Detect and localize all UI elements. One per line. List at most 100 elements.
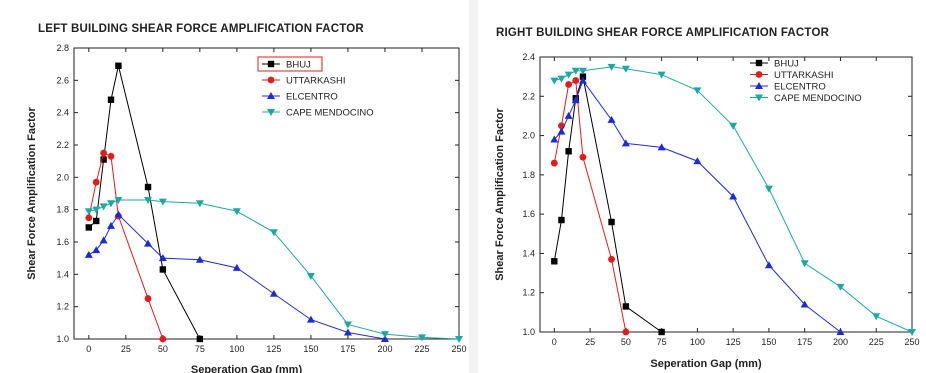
right-series-bhuj [551, 73, 665, 336]
left-y-tick-label: 2.8 [56, 43, 69, 53]
left-x-tick-label: 225 [414, 344, 429, 354]
right-data-point [729, 192, 738, 200]
left-legend-label: ELCENTRO [286, 92, 338, 103]
left-x-tick-label: 150 [303, 344, 318, 354]
left-data-point [100, 149, 108, 157]
left-series-uttarkashi [85, 149, 167, 343]
right-x-tick-label: 250 [904, 337, 919, 347]
left-data-point [84, 250, 93, 258]
right-x-axis-label: Seperation Gap (mm) [650, 358, 762, 370]
left-data-point [380, 331, 389, 339]
right-legend-marker [755, 59, 763, 67]
left-y-tick-label: 2.4 [56, 108, 69, 118]
left-data-point [269, 229, 278, 237]
right-x-tick-label: 50 [621, 337, 631, 347]
right-chart: RIGHT BUILDING SHEAR FORCE AMPLIFICATION… [494, 27, 920, 370]
left-data-point [107, 152, 115, 160]
right-y-tick-label: 2.0 [522, 131, 535, 141]
left-x-tick-label: 0 [86, 344, 91, 354]
right-legend-marker [755, 94, 763, 102]
left-y-tick-label: 2.2 [56, 140, 69, 150]
left-data-point [99, 203, 108, 211]
right-data-point [572, 77, 580, 84]
left-legend-label: UTTARKASHI [286, 76, 345, 87]
left-x-tick-label: 200 [377, 344, 392, 354]
right-data-point [571, 96, 580, 104]
right-x-tick-label: 225 [869, 337, 884, 347]
right-x-tick-label: 0 [552, 337, 557, 347]
right-data-point [621, 139, 630, 147]
right-data-point [578, 76, 587, 84]
right-data-point [764, 261, 773, 269]
right-y-axis-label: Shear Force Amplification Factor [494, 107, 506, 280]
right-chart-panel: RIGHT BUILDING SHEAR FORCE AMPLIFICATION… [478, 0, 926, 373]
left-data-point [107, 221, 116, 229]
right-data-point [607, 115, 616, 123]
right-data-point [550, 77, 559, 85]
panel-divider [469, 0, 478, 373]
right-y-tick-label: 1.8 [522, 170, 535, 180]
left-legend-marker [267, 92, 275, 99]
right-data-point [657, 71, 666, 79]
right-x-tick-label: 125 [726, 337, 741, 347]
right-series-line [553, 74, 662, 333]
left-data-point [269, 289, 278, 297]
right-data-point [658, 328, 665, 336]
left-legend-label: BHUJ [286, 60, 311, 71]
right-data-point [565, 148, 572, 155]
left-data-point [159, 266, 167, 273]
right-legend-label: UTTARKASHI [774, 70, 833, 81]
right-y-tick-label: 2.2 [522, 91, 535, 101]
right-chart-title: RIGHT BUILDING SHEAR FORCE AMPLIFICATION… [496, 27, 830, 39]
left-data-point [92, 206, 101, 214]
right-x-tick-label: 150 [761, 337, 776, 347]
right-x-tick-label: 25 [585, 337, 595, 347]
left-y-tick-label: 1.8 [56, 205, 69, 215]
left-legend: BHUJ UTTARKASHI ELCENTRO CAPE MENDOCINO [257, 56, 374, 119]
left-legend-marker [267, 60, 275, 68]
left-data-point [114, 196, 123, 204]
left-data-point [99, 236, 108, 244]
left-series-elcentro [84, 210, 389, 342]
right-data-point [872, 313, 881, 321]
right-legend-marker [755, 71, 763, 78]
right-data-point [836, 328, 845, 335]
left-data-point [195, 255, 204, 263]
right-series-uttarkashi [550, 77, 630, 336]
right-x-tick-label: 100 [690, 337, 705, 347]
left-data-point [306, 315, 315, 323]
left-data-point [114, 210, 123, 218]
left-x-axis-label: Seperation Gap (mm) [191, 364, 303, 373]
right-x-tick-label: 200 [833, 337, 848, 347]
left-chart-title: LEFT BUILDING SHEAR FORCE AMPLIFICATION … [38, 23, 364, 35]
left-data-point [107, 96, 115, 103]
left-data-point [195, 200, 204, 208]
left-data-point [343, 328, 352, 336]
left-x-tick-label: 125 [266, 344, 281, 354]
left-data-point [144, 196, 153, 204]
left-chart-panel: LEFT BUILDING SHEAR FORCE AMPLIFICATION … [26, 23, 467, 373]
left-data-point [159, 335, 167, 343]
left-x-tick-label: 100 [229, 344, 244, 354]
left-y-tick-label: 2.6 [56, 75, 69, 85]
right-data-point [550, 159, 558, 167]
right-data-point [693, 157, 702, 165]
left-data-point [85, 224, 93, 231]
right-plot-frame [539, 56, 913, 333]
left-legend-highlight [257, 56, 323, 72]
right-data-point [550, 135, 559, 143]
left-legend-label: CAPE MENDOCINO [286, 108, 374, 119]
left-y-axis-label: Shear Force Amplification Factor [26, 106, 38, 279]
left-data-point [455, 336, 463, 343]
left-data-point [306, 272, 315, 280]
right-x-tick-label: 75 [657, 337, 667, 347]
left-legend-marker [267, 76, 275, 84]
left-x-tick-label: 175 [340, 344, 355, 354]
right-series-cape-mendocino [550, 63, 916, 336]
left-series-cape-mendocino [84, 196, 463, 343]
right-data-point [578, 67, 587, 75]
left-data-point [232, 263, 241, 271]
right-data-point [558, 216, 565, 224]
right-data-point [564, 111, 573, 119]
